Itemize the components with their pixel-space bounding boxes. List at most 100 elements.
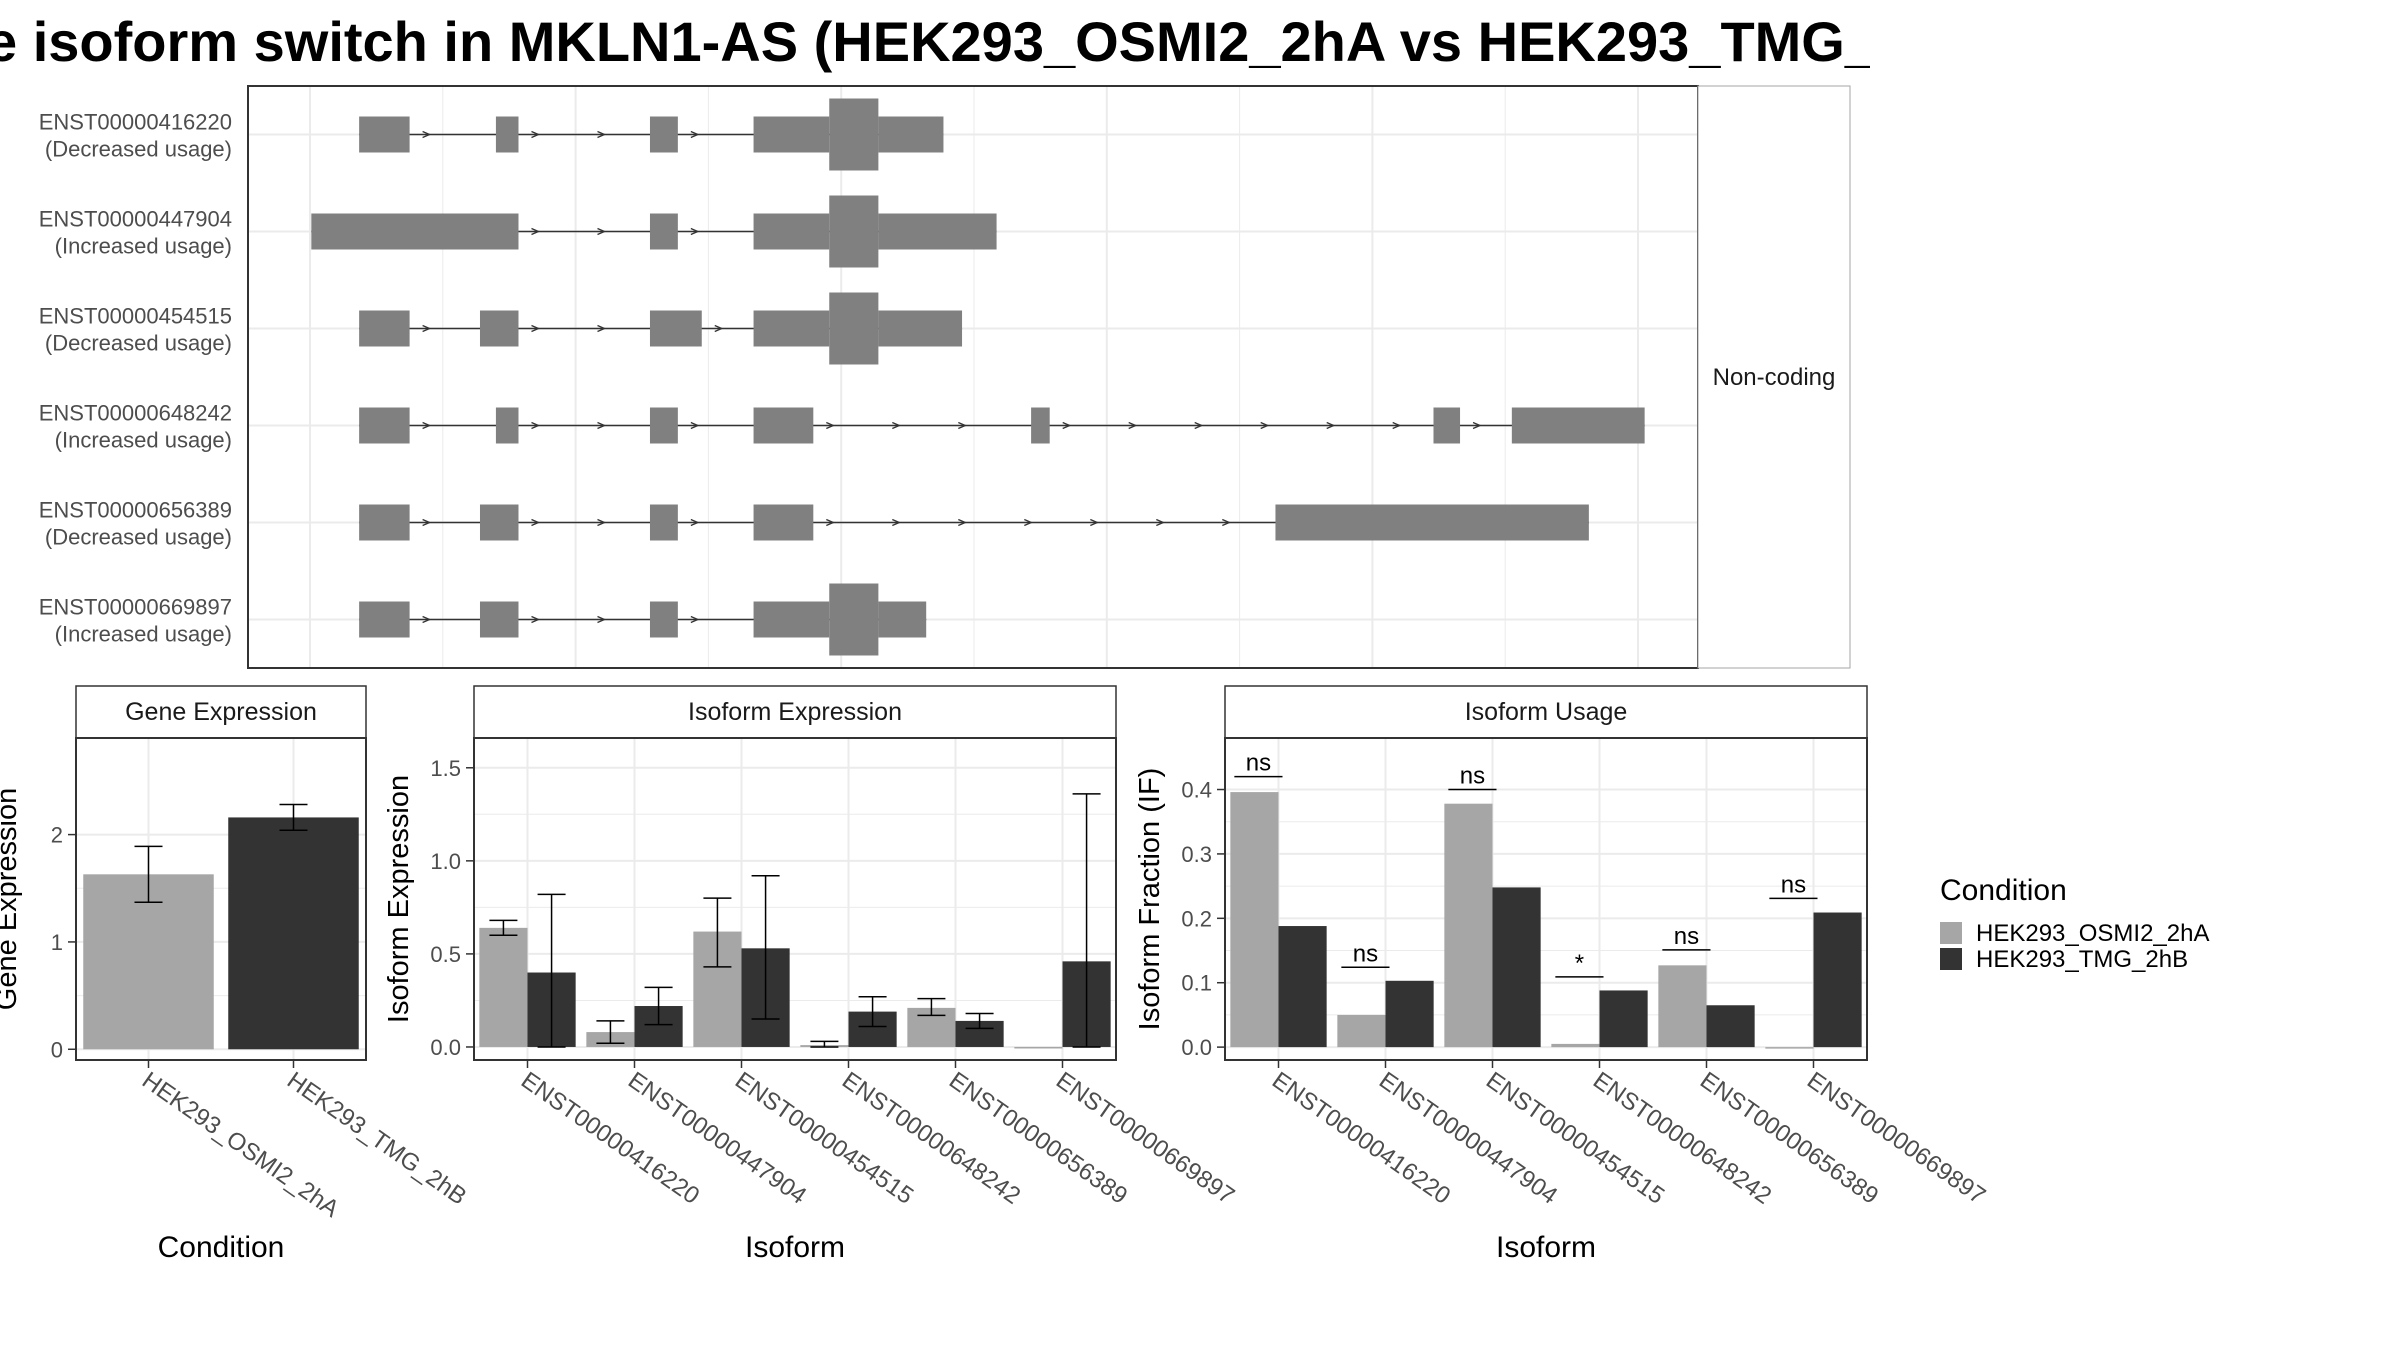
data-bar <box>1014 1046 1063 1049</box>
intron-arrow <box>1472 421 1482 430</box>
intron-arrow <box>597 130 607 139</box>
figure-title: e isoform switch in MKLN1-AS (HEK293_OSM… <box>0 10 1870 73</box>
intron-arrow <box>714 324 724 333</box>
intron-arrow <box>1128 421 1138 430</box>
intron-arrow <box>690 227 700 236</box>
exon-block <box>479 504 519 541</box>
exon-block <box>359 601 410 638</box>
data-bar <box>1337 1014 1386 1048</box>
intron-arrow <box>422 615 432 624</box>
transcript-usage-label: (Increased usage) <box>55 234 232 259</box>
exon-block <box>359 310 410 347</box>
intron-arrow <box>422 130 432 139</box>
intron-arrow <box>531 421 541 430</box>
data-bar <box>83 874 214 1050</box>
transcript-id-label: ENST00000669897 <box>39 595 232 620</box>
intron-arrow <box>1024 518 1033 527</box>
panel-border <box>75 737 367 1061</box>
x-tick-label: ENST00000669897 <box>1802 1067 1990 1210</box>
title-clip: e isoform switch in MKLN1-AS (HEK293_OSM… <box>0 0 1870 84</box>
x-axis-title: Isoform <box>745 1231 845 1264</box>
exon-block <box>878 213 997 250</box>
significance-label: ns <box>1674 923 1699 950</box>
y-axis-title: Isoform Expression <box>383 775 415 1023</box>
structure-strip <box>1697 85 1851 669</box>
transcript-usage-label: (Decreased usage) <box>45 525 232 550</box>
exon-block <box>1433 407 1461 444</box>
data-bar <box>1658 965 1707 1048</box>
intron-arrow <box>597 227 607 236</box>
significance-label: * <box>1575 950 1584 977</box>
exon-block <box>1511 407 1645 444</box>
exon-block <box>495 407 519 444</box>
data-bar <box>1278 926 1327 1048</box>
intron-arrow <box>958 421 967 430</box>
exon-block <box>649 116 678 153</box>
y-axis-title: Isoform Fraction (IF) <box>1134 768 1166 1031</box>
exon-block <box>753 213 830 250</box>
intron-arrow <box>531 518 541 527</box>
structure-strip-label: Non-coding <box>1713 364 1836 391</box>
x-tick-label: ENST00000656389 <box>944 1067 1132 1210</box>
intron-arrow <box>531 227 541 236</box>
transcript-usage-label: (Increased usage) <box>55 428 232 453</box>
exon-block <box>649 504 678 541</box>
panel-border <box>473 737 1117 1061</box>
x-tick-label: ENST00000656389 <box>1695 1067 1883 1210</box>
transcript-id-label: ENST00000416220 <box>39 110 232 135</box>
exon-block <box>753 116 830 153</box>
data-bar <box>1551 1043 1600 1048</box>
panel-bg <box>1225 738 1867 1060</box>
transcript-usage-label: (Decreased usage) <box>45 331 232 356</box>
transcript-usage-label: (Decreased usage) <box>45 137 232 162</box>
x-axis-title: Condition <box>158 1231 285 1264</box>
intron-arrow <box>597 518 607 527</box>
exon-block <box>829 583 879 656</box>
intron-arrow <box>531 130 541 139</box>
panel-strip-title: Gene Expression <box>125 698 317 726</box>
panel-strip-title: Isoform Expression <box>688 698 902 726</box>
y-tick-label: 1.5 <box>430 756 461 781</box>
intron-arrow <box>1260 421 1270 430</box>
structure-panel-bg <box>248 86 1698 668</box>
intron-arrow <box>531 324 541 333</box>
y-tick-label: 1.0 <box>430 849 461 874</box>
intron-arrow <box>690 518 700 527</box>
exon-block <box>753 407 814 444</box>
panel-border <box>1224 737 1868 1061</box>
exon-block <box>649 601 678 638</box>
legend-title: Condition <box>1940 874 2067 907</box>
panel-strip <box>1224 685 1868 739</box>
exon-block <box>649 213 678 250</box>
intron-arrow <box>597 324 607 333</box>
y-tick-label: 1 <box>51 930 63 955</box>
intron-arrow <box>422 324 432 333</box>
exon-block <box>359 407 410 444</box>
y-tick-label: 0.3 <box>1181 842 1212 867</box>
intron-arrow <box>826 421 835 430</box>
exon-block <box>311 213 519 250</box>
data-bar <box>1706 1005 1755 1048</box>
data-bar <box>1385 980 1434 1048</box>
x-tick-label: ENST00000416220 <box>516 1067 704 1210</box>
legend-label: HEK293_TMG_2hB <box>1976 946 2188 973</box>
x-tick-label: ENST00000447904 <box>623 1067 811 1210</box>
intron-arrow <box>892 421 901 430</box>
x-tick-label: ENST00000648242 <box>837 1067 1025 1210</box>
x-tick-label: ENST00000447904 <box>1374 1067 1562 1210</box>
exon-block <box>753 504 814 541</box>
intron-arrow <box>1392 421 1402 430</box>
transcript-id-label: ENST00000447904 <box>39 207 232 232</box>
intron-arrow <box>422 421 432 430</box>
x-tick-label: ENST00000454515 <box>1481 1067 1669 1210</box>
exon-block <box>753 310 830 347</box>
data-bar <box>1444 803 1493 1048</box>
exon-block <box>479 310 519 347</box>
transcript-usage-label: (Increased usage) <box>55 622 232 647</box>
transcript-id-label: ENST00000648242 <box>39 401 232 426</box>
exon-block <box>753 601 830 638</box>
panel-bg <box>474 738 1116 1060</box>
exon-block <box>359 116 410 153</box>
panel-strip <box>473 685 1117 739</box>
